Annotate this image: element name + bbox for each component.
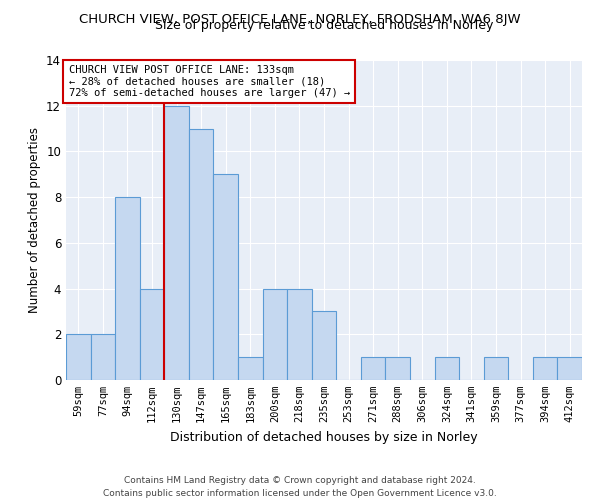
Bar — [484, 357, 508, 380]
Bar — [312, 312, 336, 380]
Bar — [214, 174, 238, 380]
Text: CHURCH VIEW, POST OFFICE LANE, NORLEY, FRODSHAM, WA6 8JW: CHURCH VIEW, POST OFFICE LANE, NORLEY, F… — [79, 12, 521, 26]
Bar — [557, 357, 582, 380]
Bar — [287, 288, 312, 380]
X-axis label: Distribution of detached houses by size in Norley: Distribution of detached houses by size … — [170, 430, 478, 444]
Y-axis label: Number of detached properties: Number of detached properties — [28, 127, 41, 313]
Bar — [115, 197, 140, 380]
Bar — [164, 106, 189, 380]
Bar — [434, 357, 459, 380]
Bar — [385, 357, 410, 380]
Bar — [189, 128, 214, 380]
Bar — [361, 357, 385, 380]
Bar — [91, 334, 115, 380]
Text: CHURCH VIEW POST OFFICE LANE: 133sqm
← 28% of detached houses are smaller (18)
7: CHURCH VIEW POST OFFICE LANE: 133sqm ← 2… — [68, 65, 350, 98]
Title: Size of property relative to detached houses in Norley: Size of property relative to detached ho… — [155, 20, 493, 32]
Bar — [263, 288, 287, 380]
Bar — [140, 288, 164, 380]
Text: Contains HM Land Registry data © Crown copyright and database right 2024.
Contai: Contains HM Land Registry data © Crown c… — [103, 476, 497, 498]
Bar — [533, 357, 557, 380]
Bar — [238, 357, 263, 380]
Bar — [66, 334, 91, 380]
